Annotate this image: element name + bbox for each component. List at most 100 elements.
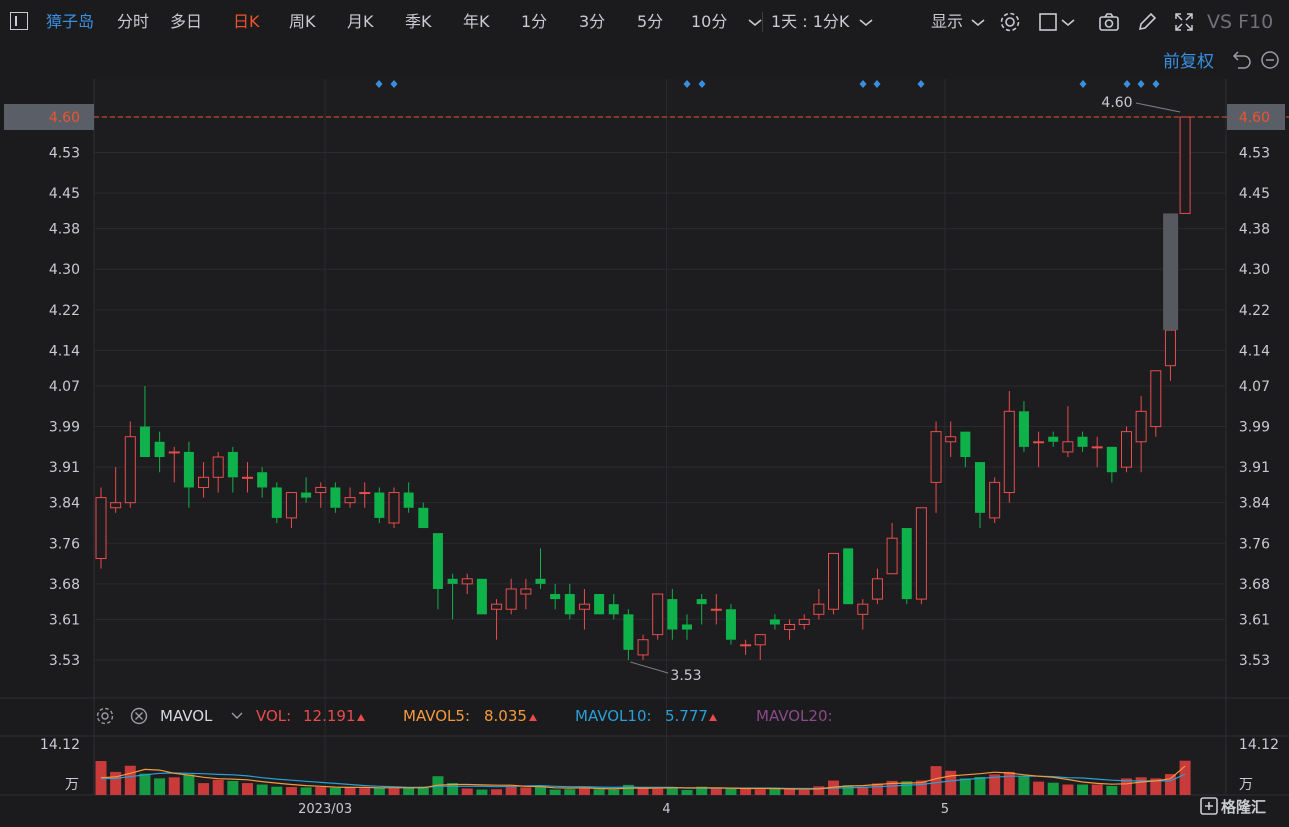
- candle-body: [740, 644, 752, 647]
- date-label: 2023/03: [298, 802, 352, 817]
- candle: [535, 548, 546, 589]
- candle: [1062, 406, 1074, 458]
- price-tick-right: 4.07: [1239, 379, 1270, 395]
- volume-max-right: 14.12: [1239, 737, 1279, 753]
- candle-body: [1135, 410, 1147, 443]
- price-tick-right: 4.22: [1239, 303, 1270, 319]
- price-tick-left: 4.53: [49, 146, 80, 162]
- candle-body: [198, 476, 210, 488]
- volume-bar: [1150, 778, 1162, 795]
- display-menu[interactable]: 显示: [931, 12, 964, 31]
- tab-weekly-k[interactable]: 周K: [289, 12, 316, 31]
- volume-bar: [285, 787, 297, 795]
- gear-icon[interactable]: [96, 707, 114, 725]
- tab-fenshi[interactable]: 分时: [117, 12, 150, 31]
- candle-body: [432, 533, 443, 589]
- event-marker: [1123, 80, 1131, 88]
- candle-body: [725, 609, 736, 640]
- interval-select[interactable]: 1天 : 1分K: [771, 12, 850, 31]
- candle: [754, 634, 766, 660]
- volume-bar: [886, 780, 898, 795]
- tab-3min[interactable]: 3分: [579, 12, 606, 31]
- volume-bar: [784, 789, 796, 795]
- mavol5-value: 8.035: [484, 707, 527, 725]
- volume-bar: [1135, 777, 1147, 795]
- fullscreen-icon[interactable]: [1173, 11, 1195, 33]
- indicator-name[interactable]: MAVOL: [160, 707, 213, 725]
- candle-body: [1179, 116, 1191, 214]
- candle-body: [168, 451, 180, 454]
- volume-bar: [461, 788, 473, 795]
- candle: [491, 599, 503, 640]
- volume-bar: [549, 789, 561, 795]
- mavol10-line: [100, 772, 1186, 790]
- chevron-down-icon[interactable]: [967, 11, 989, 33]
- chevron-down-icon[interactable]: [855, 11, 877, 33]
- volume-bar: [1077, 784, 1089, 795]
- candle: [1150, 370, 1162, 437]
- tab-duori[interactable]: 多日: [170, 12, 203, 31]
- volume-bar: [608, 789, 620, 795]
- minus-circle-icon[interactable]: [1261, 51, 1279, 69]
- candle: [154, 431, 165, 473]
- candle: [682, 614, 692, 640]
- tab-quarterly-k[interactable]: 季K: [405, 12, 432, 31]
- chevron-down-icon[interactable]: [744, 11, 766, 33]
- volume-bar: [154, 778, 166, 795]
- candle-body: [447, 578, 458, 584]
- kline-chart[interactable]: 4.53 4.53 4.45 4.45 4.38 4.38 4.30 4.30 4.22 4.22…: [0, 44, 1289, 827]
- volume-bar: [373, 787, 385, 795]
- tab-daily-k[interactable]: 日K: [233, 12, 260, 31]
- candle-body: [696, 599, 707, 605]
- volume-bar: [256, 784, 268, 795]
- volume-bar: [1164, 774, 1176, 795]
- high-annotation: 4.60: [1101, 95, 1132, 111]
- price-tick-right: 4.14: [1239, 343, 1270, 359]
- close-icon[interactable]: [130, 707, 148, 725]
- undo-icon[interactable]: [1232, 51, 1251, 69]
- event-marker: [1079, 80, 1087, 88]
- chevron-down-icon[interactable]: [231, 712, 243, 719]
- tab-5min[interactable]: 5分: [637, 12, 664, 31]
- volume-bar: [1062, 784, 1074, 795]
- tab-10min[interactable]: 10分: [691, 12, 728, 31]
- event-marker: [859, 80, 867, 88]
- volume-max-left: 14.12: [40, 737, 80, 753]
- chevron-down-icon[interactable]: [1057, 11, 1079, 33]
- event-marker: [683, 80, 691, 88]
- volume-bar: [989, 774, 1001, 795]
- pencil-icon[interactable]: [1136, 11, 1158, 33]
- trend-up-icon: [529, 714, 537, 721]
- volume-bar: [901, 781, 913, 795]
- tab-1min[interactable]: 1分: [521, 12, 548, 31]
- candle-body: [1018, 411, 1029, 447]
- event-marker: [1137, 80, 1145, 88]
- sidebar-toggle-icon[interactable]: [10, 12, 28, 30]
- candle: [344, 487, 356, 508]
- volume-bar: [329, 787, 341, 795]
- candle: [1106, 446, 1117, 483]
- candle: [930, 421, 942, 513]
- tab-yearly-k[interactable]: 年K: [463, 12, 490, 31]
- candle: [418, 502, 429, 529]
- event-marker: [1152, 80, 1160, 88]
- volume-bar: [344, 787, 356, 795]
- mavol20-label: MAVOL20:: [756, 707, 833, 725]
- candle: [403, 482, 414, 513]
- price-tick-right: 4.38: [1239, 222, 1270, 238]
- gear-icon[interactable]: [999, 11, 1021, 33]
- camera-icon[interactable]: [1098, 11, 1120, 33]
- current-price-left: 4.60: [49, 110, 80, 126]
- stock-name[interactable]: 獐子岛: [46, 12, 95, 31]
- vs-f10-button[interactable]: VS F10: [1207, 11, 1274, 33]
- square-icon[interactable]: [1037, 11, 1059, 33]
- volume-bar: [183, 774, 195, 795]
- tab-monthly-k[interactable]: 月K: [347, 12, 374, 31]
- price-tick-right: 3.53: [1239, 653, 1270, 669]
- candle-body: [359, 492, 371, 495]
- volume-bar: [403, 787, 415, 795]
- volume-bar: [652, 788, 664, 795]
- volume-bar: [505, 786, 517, 795]
- adjust-label[interactable]: 前复权: [1163, 52, 1214, 72]
- candle-body: [476, 578, 487, 615]
